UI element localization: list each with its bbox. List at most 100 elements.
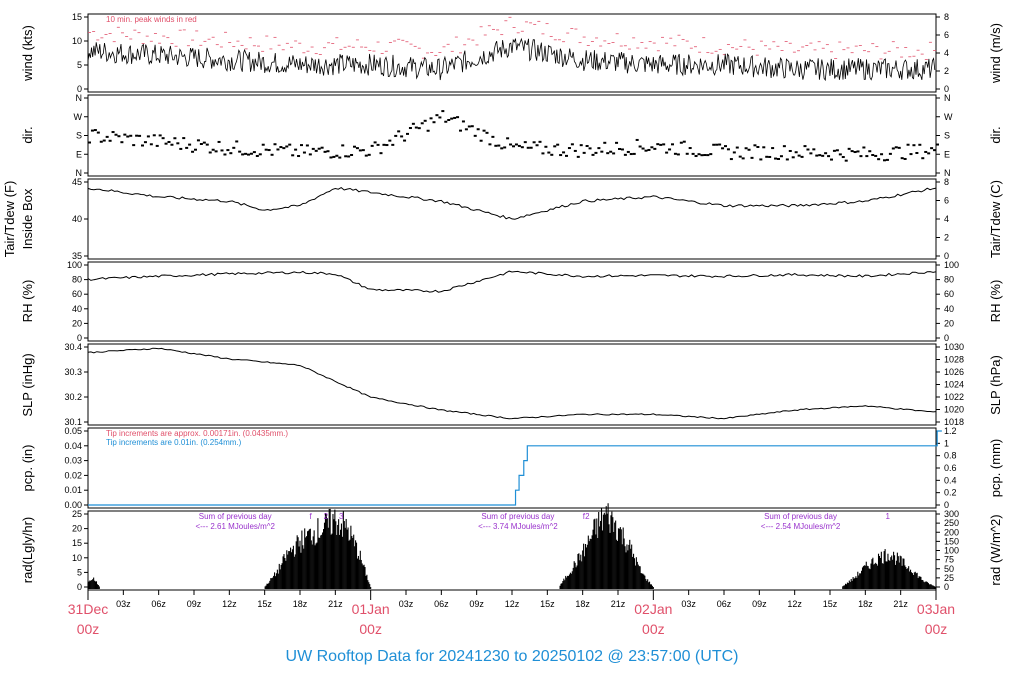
wind-direction-mark xyxy=(117,135,121,138)
wind-direction-mark xyxy=(470,125,474,128)
slp-frame xyxy=(87,343,937,426)
wind-direction-mark xyxy=(735,146,739,149)
wind-direction-mark xyxy=(185,146,189,149)
wind-direction-mark xyxy=(765,155,769,158)
wind-direction-mark xyxy=(921,157,925,160)
slp-left-tick-label: 30.1 xyxy=(64,417,82,427)
wind-direction-mark xyxy=(414,126,418,129)
wind-direction-mark xyxy=(211,148,215,151)
wind-direction-mark xyxy=(847,147,851,150)
wind-direction-mark xyxy=(491,135,495,138)
wind-speed-line xyxy=(87,37,936,82)
wind-left-label: wind (kts) xyxy=(20,25,35,82)
pcp-right-tick-label: 0 xyxy=(944,500,949,510)
wind-direction-mark xyxy=(827,155,831,158)
wind-direction-mark xyxy=(400,135,404,138)
wind-left-tick-label: 0 xyxy=(77,84,82,94)
wind-direction-mark xyxy=(406,132,409,135)
radiation-marker: 1 xyxy=(885,512,890,521)
rad-left-tick-label: 25 xyxy=(72,509,82,519)
wind-direction-mark xyxy=(143,141,147,144)
rad-right-tick-label: 150 xyxy=(944,536,959,546)
wind-direction-mark xyxy=(149,143,153,146)
wind-direction-mark xyxy=(653,147,657,150)
rad-right-tick-label: 300 xyxy=(944,509,959,519)
wind-direction-mark xyxy=(656,143,660,146)
temp-left-label: Tair/Tdew (F) xyxy=(2,181,17,258)
radiation-marker: 2 xyxy=(324,512,329,521)
wind-direction-mark xyxy=(138,134,142,137)
wind-direction-mark xyxy=(509,143,513,146)
wind-direction-mark xyxy=(244,152,248,155)
wind-direction-mark xyxy=(376,143,380,146)
rh-right-tick-label: 100 xyxy=(944,260,959,270)
wind-direction-mark xyxy=(671,143,674,146)
wind-direction-mark xyxy=(759,158,763,161)
wind-direction-mark xyxy=(644,149,648,152)
rad-right-tick-label: 200 xyxy=(944,527,959,537)
rad-left-tick-label: 20 xyxy=(72,524,82,534)
wind-direction-mark xyxy=(196,139,200,142)
wind-direction-mark xyxy=(450,117,454,120)
wind-direction-mark xyxy=(688,147,692,150)
wind-direction-mark xyxy=(93,129,97,132)
rh-left-tick-label: 100 xyxy=(67,260,82,270)
wind-direction-mark xyxy=(353,145,356,148)
wind-direction-mark xyxy=(547,151,551,154)
slp-line xyxy=(87,347,937,420)
wind-direction-mark xyxy=(777,158,780,161)
wind-direction-mark xyxy=(659,143,663,146)
wind-direction-mark xyxy=(252,151,256,154)
x-hour-tick-label: 15z xyxy=(540,599,555,609)
wind-direction-mark xyxy=(900,157,904,160)
wind-direction-mark xyxy=(459,129,462,132)
radiation-sum-value: <--- 3.74 MJoules/m^2 xyxy=(478,522,558,531)
wind-direction-mark xyxy=(294,148,298,151)
wind-direction-mark xyxy=(438,116,442,119)
x-hour-tick-label: 21z xyxy=(611,599,626,609)
x-day-hour-label: 00z xyxy=(642,621,665,637)
x-hour-tick-label: 03z xyxy=(399,599,414,609)
wind-right-tick-label: 6 xyxy=(944,30,949,40)
slp-left-tick-label: 30.3 xyxy=(64,367,82,377)
wind-direction-mark xyxy=(367,153,371,156)
rad-right-tick-label: 25 xyxy=(944,573,954,583)
wind-direction-mark xyxy=(176,142,180,145)
rh-left-tick-label: 40 xyxy=(72,304,82,314)
rh-left-label: RH (%) xyxy=(20,280,35,323)
wind-direction-mark xyxy=(609,150,613,153)
wind-direction-mark xyxy=(261,143,265,146)
wind-direction-mark xyxy=(794,151,798,154)
wind-direction-mark xyxy=(108,139,112,142)
wind-direction-mark xyxy=(506,137,510,140)
wind-direction-mark xyxy=(618,147,621,150)
x-hour-tick-label: 21z xyxy=(328,599,343,609)
wind-direction-mark xyxy=(594,151,598,154)
pcp-left-tick-label: 0.02 xyxy=(64,470,82,480)
wind-direction-mark xyxy=(182,137,186,140)
wind-direction-mark xyxy=(102,139,106,142)
wind-right-tick-label: 8 xyxy=(944,12,949,22)
wind-direction-mark xyxy=(647,148,651,151)
wind-direction-mark xyxy=(544,145,548,148)
wind-direction-mark xyxy=(441,110,445,113)
wind-direction-mark xyxy=(835,149,839,152)
rad-left-label: rad(Lgly/hr) xyxy=(20,517,35,583)
rad-right-tick-label: 75 xyxy=(944,555,954,565)
wind-direction-mark xyxy=(691,152,695,155)
wind-direction-mark xyxy=(865,155,869,158)
pcp-right-tick-label: 1 xyxy=(944,438,949,448)
wind-left-tick-label: 5 xyxy=(77,60,82,70)
wind-direction-mark xyxy=(199,143,203,146)
wind-direction-mark xyxy=(179,147,183,150)
wind-direction-mark xyxy=(323,150,327,153)
x-hour-tick-label: 18z xyxy=(293,599,308,609)
wind-direction-mark xyxy=(620,148,624,151)
wind-direction-mark xyxy=(420,122,424,125)
wind-direction-mark xyxy=(818,154,822,157)
wind-direction-mark xyxy=(99,140,103,143)
wind-direction-mark xyxy=(909,153,913,156)
wind-direction-mark xyxy=(523,141,527,144)
wind-direction-mark xyxy=(859,155,863,158)
wind-direction-mark xyxy=(111,131,115,134)
